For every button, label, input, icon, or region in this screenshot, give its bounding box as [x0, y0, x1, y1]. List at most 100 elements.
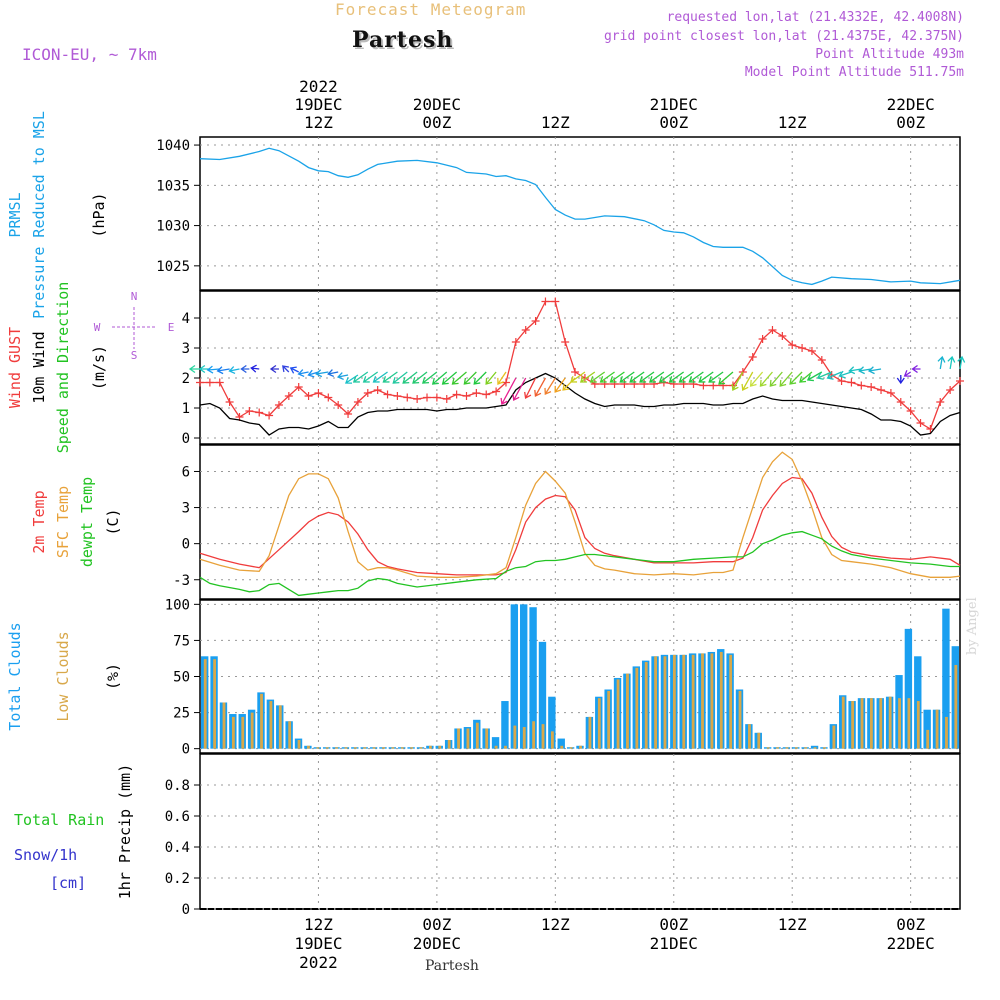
wind-arrow [392, 371, 408, 384]
ytick-label-temperature: -3 [173, 573, 190, 589]
gust-point [837, 377, 846, 385]
gust-point [956, 377, 964, 385]
bottom-time-label: 00Z [422, 915, 451, 934]
wind-arrow [741, 371, 754, 391]
low-cloud-bar [654, 656, 657, 749]
compass-rose-icon [112, 307, 156, 349]
wind-arrow [678, 371, 694, 383]
compass-e-label: E [168, 321, 175, 334]
gust-point [304, 392, 313, 400]
gust-point [877, 386, 886, 394]
total-cloud-bar [923, 709, 931, 749]
compass-n-label: N [131, 290, 138, 303]
total-cloud-bar [510, 604, 519, 749]
wind-arrow [372, 371, 388, 383]
ytick-label-wind: 0 [182, 431, 190, 447]
ytick-label-wind: 4 [182, 311, 190, 327]
gust-point [867, 383, 876, 391]
low-cloud-bar [391, 747, 395, 749]
gust-point [452, 390, 461, 399]
gust-point [225, 398, 234, 406]
axis-label-temperature: dewpt Temp [78, 477, 96, 567]
low-cloud-bar [522, 727, 526, 749]
low-cloud-bar [494, 745, 498, 749]
low-cloud-bar [344, 747, 348, 749]
gust-point [916, 419, 925, 427]
gust-point [896, 398, 905, 406]
wind-arrow [315, 369, 329, 378]
gust-point [215, 378, 224, 387]
wind-arrow [297, 369, 309, 378]
bottom-time-label: 00Z [896, 915, 925, 934]
wind-arrow [336, 372, 349, 381]
wind-arrow [599, 371, 615, 383]
low-cloud-bar [278, 705, 282, 749]
total-cloud-bar [942, 608, 950, 749]
bottom-time-label: 12Z [541, 915, 570, 934]
wind-arrow [512, 377, 527, 401]
low-cloud-bar [466, 728, 470, 749]
low-cloud-bar [438, 745, 442, 749]
low-cloud-bar [851, 701, 855, 749]
wind-arrow [688, 371, 704, 383]
low-cloud-bar [325, 747, 329, 749]
low-cloud-bar [794, 747, 798, 749]
low-cloud-bar [945, 716, 948, 749]
wind-arrow [554, 377, 566, 393]
ytick-label-wind: 3 [182, 341, 190, 357]
wind-arrow [816, 371, 832, 380]
wind-arrow [619, 371, 635, 383]
low-cloud-bar [626, 673, 629, 749]
total-cloud-bar [538, 641, 547, 749]
location-title: Partesh [352, 27, 454, 53]
ytick-label-pressure: 1040 [156, 138, 190, 154]
low-cloud-bar [860, 698, 864, 749]
gust-point [423, 393, 432, 402]
gust-point [906, 407, 915, 415]
gust-point [551, 297, 560, 306]
wind-arrow [500, 377, 517, 405]
wind-arrow [789, 371, 803, 385]
series-line-temperature-dewpt [199, 530, 960, 597]
ytick-label-precip: 0.8 [165, 778, 190, 794]
top-time-label: 2022 [299, 77, 338, 96]
gust-point [344, 410, 353, 418]
gust-point [798, 344, 807, 352]
wind-arrow [579, 371, 596, 383]
axis-label-wind: 10m Wind [30, 331, 48, 403]
low-cloud-bar [447, 740, 451, 749]
gust-point [886, 389, 895, 397]
gust-point [758, 335, 767, 343]
low-cloud-bar [729, 654, 733, 749]
gust-point [926, 425, 935, 433]
gust-point [571, 368, 580, 376]
low-cloud-bar [231, 716, 235, 749]
low-cloud-bar [363, 747, 367, 749]
low-cloud-bar [766, 747, 770, 749]
wind-arrow [903, 370, 912, 377]
precip-legend-label: Total Rain [14, 811, 104, 829]
bottom-time-label: 21DEC [650, 934, 698, 953]
axis-label-temperature: (C) [104, 508, 122, 535]
gust-point [768, 326, 777, 334]
wind-arrow [228, 366, 240, 375]
wind-arrow [534, 377, 547, 397]
series-line-temperature-2m [199, 476, 961, 576]
axis-label-clouds: (%) [104, 663, 122, 690]
low-cloud-bar [738, 690, 742, 749]
top-time-label: 12Z [541, 113, 570, 132]
top-time-label: 00Z [659, 113, 688, 132]
axis-label-temperature: 2m Temp [30, 490, 48, 553]
wind-arrow [473, 371, 487, 385]
low-cloud-bar [832, 725, 836, 749]
total-cloud-bar [557, 738, 565, 749]
series-line-wind-wind10m [199, 372, 961, 436]
low-cloud-bar [203, 659, 207, 749]
wind-arrow [769, 371, 783, 387]
gust-point [462, 392, 471, 400]
wind-arrow [708, 371, 724, 383]
top-time-label: 22DEC [887, 95, 935, 114]
low-cloud-bar [663, 656, 667, 749]
gust-point [274, 401, 283, 409]
